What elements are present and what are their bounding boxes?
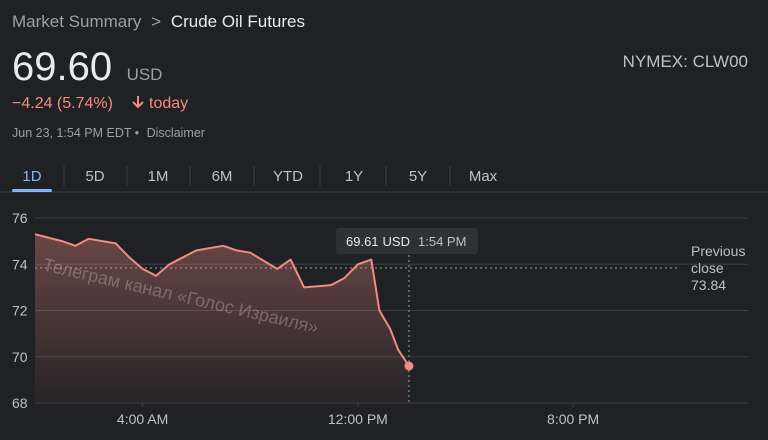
range-tab[interactable]: 1Y [345, 168, 363, 185]
previous-close-label: Previous [691, 243, 745, 259]
change-period: today [149, 95, 188, 112]
y-tick-label: 72 [12, 303, 28, 319]
disclaimer-link[interactable]: Disclaimer [147, 126, 205, 140]
exchange: NYMEX: CLW00 [623, 52, 748, 71]
range-tab[interactable]: 5D [85, 168, 104, 185]
x-tick-label: 12:00 PM [328, 411, 388, 427]
price-line [34, 233, 410, 367]
timestamp-line: Jun 23, 1:54 PM EDT • Disclaimer [12, 126, 205, 140]
price-line: 69.60 USD [12, 45, 162, 89]
x-tick-label: 4:00 AM [117, 411, 168, 427]
previous-close-label: close [691, 260, 724, 276]
range-tab[interactable]: 1D [22, 168, 41, 185]
breadcrumb-current: Crude Oil Futures [171, 12, 305, 31]
range-tab[interactable]: 5Y [409, 168, 427, 185]
previous-close-value: 73.84 [691, 277, 726, 293]
tooltip-text: 69.61 USD 1:54 PM [346, 234, 466, 249]
x-tick-label: 8:00 PM [547, 411, 599, 427]
timestamp: Jun 23, 1:54 PM EDT • [12, 126, 139, 140]
y-tick-label: 68 [12, 395, 28, 411]
down-arrow-icon [132, 96, 144, 109]
breadcrumb-separator: > [151, 12, 161, 31]
breadcrumb-link[interactable]: Market Summary [12, 12, 142, 31]
tooltip-value: 69.61 [346, 234, 379, 249]
breadcrumb: Market Summary > Crude Oil Futures [12, 12, 305, 31]
tooltip-unit: USD [383, 234, 410, 249]
price: 69.60 [12, 45, 112, 89]
y-tick-label: 76 [12, 210, 28, 226]
active-tab-underline [12, 189, 52, 192]
y-tick-label: 70 [12, 349, 28, 365]
change: −4.24 (5.74%) [12, 95, 113, 112]
range-tab[interactable]: 1M [148, 168, 169, 185]
range-tab[interactable]: YTD [273, 168, 303, 185]
y-tick-label: 74 [12, 256, 28, 272]
area [35, 234, 409, 403]
current-point [404, 361, 414, 371]
tooltip-time: 1:54 PM [418, 234, 466, 249]
currency: USD [127, 65, 163, 84]
range-tab[interactable]: Max [469, 168, 498, 185]
range-tabs: 1D 5D 1M 6M YTD 1Y 5Y Max [12, 166, 498, 192]
range-tab[interactable]: 6M [212, 168, 233, 185]
tooltip-box [336, 228, 478, 254]
